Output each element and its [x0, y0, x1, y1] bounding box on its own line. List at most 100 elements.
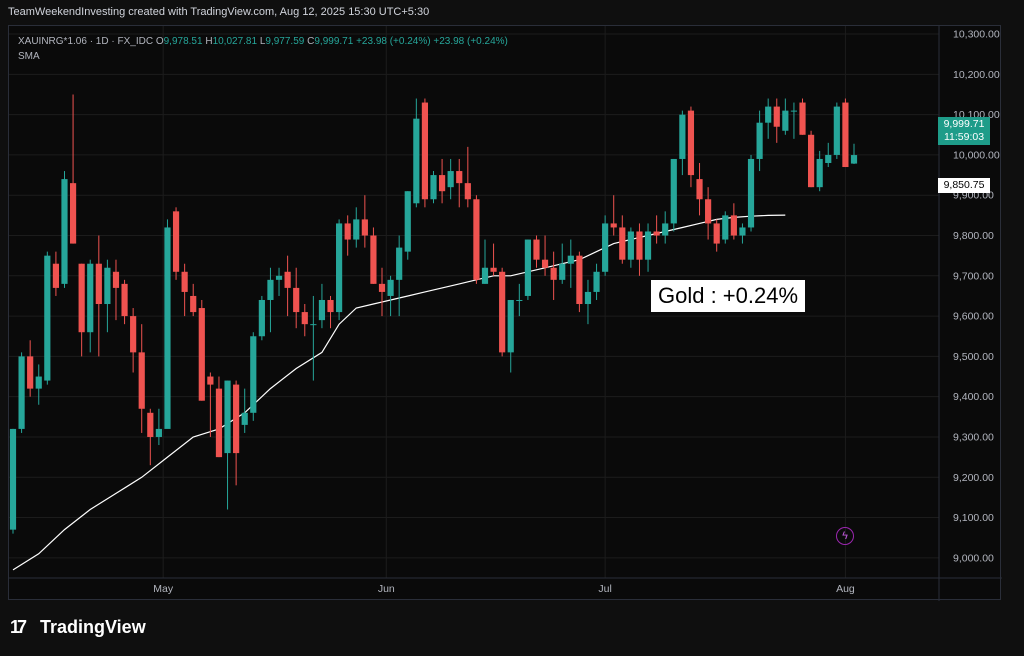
- candle: [765, 98, 772, 139]
- candle-body: [687, 110, 695, 176]
- candle-body: [447, 171, 454, 188]
- candle-body: [327, 299, 334, 313]
- candle: [35, 364, 42, 405]
- candle: [850, 143, 858, 164]
- y-tick-label: 10,300.00: [953, 29, 1000, 41]
- y-tick-label: 9,000.00: [953, 552, 994, 564]
- candle-body: [662, 223, 669, 236]
- candle-body: [52, 263, 59, 288]
- candle: [627, 227, 634, 268]
- candle: [378, 267, 386, 317]
- candle-body: [567, 255, 574, 264]
- candle-body: [747, 158, 755, 228]
- candle-body: [344, 223, 351, 240]
- candle: [799, 98, 806, 135]
- close-label: C: [307, 36, 315, 47]
- candle-body: [842, 102, 849, 168]
- candle-body: [619, 227, 626, 260]
- candle: [825, 142, 832, 168]
- candle-body: [361, 219, 368, 236]
- candle: [190, 283, 197, 317]
- candle: [121, 279, 128, 325]
- candle-body: [35, 376, 42, 389]
- candle-body: [87, 263, 94, 333]
- candle: [130, 308, 137, 373]
- x-tick-label: Aug: [836, 583, 855, 595]
- candle-body: [825, 154, 832, 163]
- candle-body: [559, 263, 566, 280]
- candle-body: [61, 179, 68, 284]
- candle-body: [301, 312, 308, 325]
- open-label: O: [155, 36, 164, 47]
- candle-body: [541, 259, 549, 268]
- candle-body: [808, 134, 815, 188]
- high-value: 10,027.81: [212, 36, 258, 47]
- candle-body: [147, 412, 154, 437]
- candle-body: [679, 114, 686, 159]
- candle: [138, 324, 145, 433]
- candle-body: [207, 376, 214, 385]
- candle: [696, 162, 703, 216]
- candle: [533, 235, 540, 268]
- sma-indicator-label[interactable]: SMA: [18, 51, 40, 62]
- candle-body: [438, 175, 446, 192]
- candle-body: [516, 299, 523, 301]
- y-tick-label: 9,200.00: [953, 472, 994, 484]
- y-tick-label: 9,500.00: [953, 351, 994, 363]
- candle: [44, 251, 51, 385]
- candle: [353, 207, 360, 248]
- candle-body: [69, 183, 77, 244]
- candle: [361, 195, 368, 248]
- candle-body: [782, 110, 789, 131]
- candle-body: [378, 283, 386, 292]
- candle-body: [490, 267, 497, 272]
- candle-body: [730, 215, 737, 236]
- candle-body: [850, 155, 858, 164]
- candle: [370, 227, 377, 284]
- candle-body: [499, 271, 506, 353]
- candle: [87, 259, 94, 353]
- candle: [301, 304, 308, 337]
- candle-body: [44, 255, 51, 381]
- y-tick-label: 9,100.00: [953, 512, 994, 524]
- candle: [490, 243, 497, 276]
- lightning-icon[interactable]: ϟ: [836, 527, 854, 545]
- candle-body: [739, 227, 746, 236]
- candle-body: [765, 106, 772, 123]
- candle: [464, 146, 471, 208]
- symbol-legend: XAUINRG*1.06 · 1D · FX_IDC O9,978.51 H10…: [18, 36, 508, 47]
- candle: [473, 195, 480, 284]
- candle: [833, 102, 840, 159]
- candle: [258, 295, 265, 341]
- candle-body: [370, 235, 377, 284]
- candle-body: [644, 231, 652, 260]
- candle: [327, 295, 334, 329]
- candle-body: [464, 183, 471, 200]
- candle-body: [121, 283, 128, 317]
- candle: [198, 299, 205, 401]
- candle-body: [9, 428, 17, 530]
- candle: [336, 219, 343, 321]
- candle-body: [756, 122, 763, 159]
- candle: [584, 279, 592, 325]
- candle-body: [799, 102, 806, 135]
- candle-body: [696, 179, 703, 200]
- candle: [610, 195, 617, 236]
- symbol-name: XAUINRG*1.06 · 1D · FX_IDC: [18, 36, 154, 47]
- candle: [782, 98, 789, 135]
- candle: [18, 352, 25, 433]
- candle-body: [636, 231, 643, 260]
- candle: [78, 263, 85, 357]
- candle: [147, 408, 154, 466]
- candle-body: [112, 271, 120, 288]
- candle: [310, 295, 317, 381]
- candle: [550, 251, 557, 300]
- candle-body: [550, 267, 557, 280]
- candle: [808, 130, 815, 188]
- candle: [705, 187, 712, 240]
- candle-body: [258, 299, 265, 337]
- candle-body: [250, 336, 257, 413]
- change-value-2: +23.98 (+0.24%): [433, 36, 508, 47]
- candle: [670, 158, 677, 232]
- candle-body: [670, 158, 677, 224]
